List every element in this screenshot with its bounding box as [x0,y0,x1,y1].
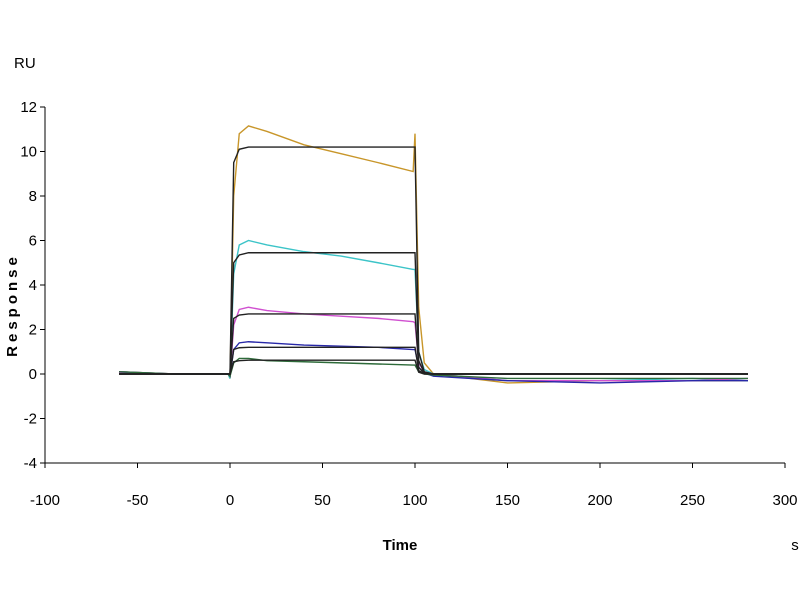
x-tick-label: -100 [30,492,60,509]
y-tick-label: 6 [29,233,37,250]
series-line [118,239,749,382]
x-tick-label: 50 [314,492,331,509]
x-axis-label: Time [383,537,418,554]
y-tick-label: -4 [24,455,37,472]
series-line [118,341,748,384]
series-line [119,313,748,375]
series-line [119,252,748,375]
y-tick-label: -2 [24,411,37,428]
y-tick-label: 8 [29,188,37,205]
y-tick-label: 12 [20,99,37,116]
series-line [118,306,749,382]
series-line [118,357,748,380]
y-axis-label: Response [4,253,21,357]
x-tick-label: 150 [495,492,520,509]
series-line [119,146,748,375]
x-tick-label: -50 [127,492,149,509]
y-unit: RU [14,55,36,72]
x-tick-label: 0 [226,492,234,509]
x-tick-label: 200 [587,492,612,509]
y-tick-label: 10 [20,144,37,161]
x-tick-label: 100 [402,492,427,509]
x-unit: s [791,537,799,554]
series-line [119,346,748,375]
x-tick-label: 300 [772,492,797,509]
x-tick-label: 250 [680,492,705,509]
y-tick-label: 0 [29,366,37,383]
series-line [119,359,748,375]
y-tick-label: 2 [29,322,37,339]
series-line [118,125,748,384]
y-tick-label: 4 [29,277,37,294]
